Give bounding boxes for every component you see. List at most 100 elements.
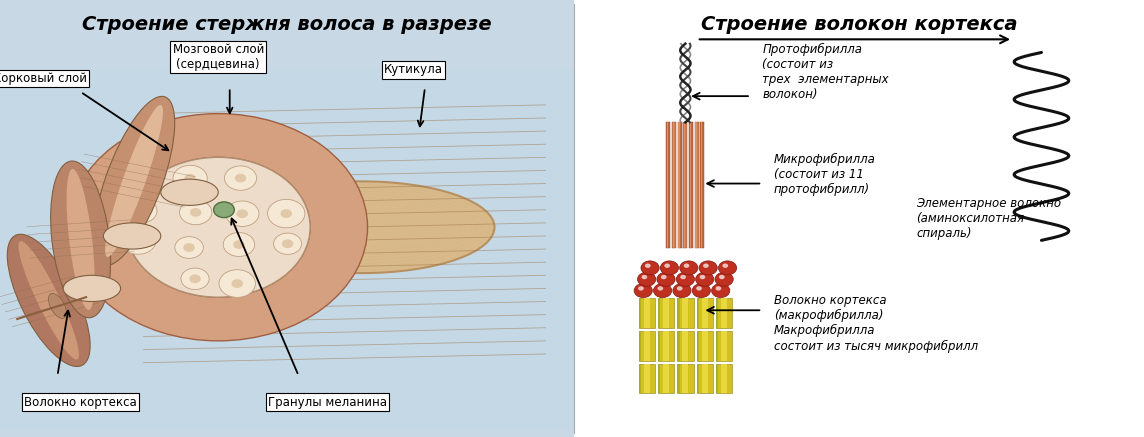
Bar — [721, 331, 728, 361]
Ellipse shape — [161, 179, 219, 205]
Ellipse shape — [7, 234, 90, 367]
Ellipse shape — [66, 169, 95, 310]
Circle shape — [120, 227, 156, 254]
Circle shape — [634, 284, 652, 298]
Text: Мозговой слой
(сердцевина): Мозговой слой (сердцевина) — [173, 43, 264, 71]
Circle shape — [718, 275, 724, 279]
Circle shape — [268, 199, 305, 228]
Circle shape — [715, 272, 733, 286]
Text: Кутикула: Кутикула — [384, 63, 443, 76]
Text: Корковый слой: Корковый слой — [0, 72, 87, 85]
Ellipse shape — [63, 275, 120, 302]
Bar — [677, 331, 680, 361]
Bar — [0, 70, 574, 428]
Bar — [677, 298, 680, 328]
Bar — [677, 364, 693, 393]
Circle shape — [190, 208, 201, 217]
Circle shape — [173, 165, 207, 191]
Circle shape — [704, 264, 709, 268]
Bar — [697, 364, 699, 393]
Circle shape — [189, 274, 201, 283]
Bar — [697, 331, 713, 361]
Bar — [716, 331, 732, 361]
Text: Элементарное волокно
(аминоксилотная
спираль): Элементарное волокно (аминоксилотная спи… — [916, 197, 1062, 240]
Bar — [638, 298, 641, 328]
Circle shape — [641, 261, 659, 275]
Circle shape — [692, 284, 710, 298]
Circle shape — [126, 157, 310, 297]
Bar — [702, 331, 708, 361]
Ellipse shape — [229, 181, 494, 273]
Bar — [696, 122, 697, 248]
Bar — [683, 122, 688, 248]
Text: Волокно кортекса
(макрофибрилла)
Макрофибрилла
состоит из тысяч микрофибрилл: Волокно кортекса (макрофибрилла) Макрофи… — [773, 294, 978, 353]
Circle shape — [126, 199, 157, 223]
Circle shape — [660, 261, 678, 275]
Circle shape — [223, 232, 255, 257]
Text: Строение стержня волоса в разрезе: Строение стержня волоса в разрезе — [82, 14, 492, 34]
Bar — [694, 122, 699, 248]
Bar — [677, 122, 682, 248]
Bar — [697, 364, 713, 393]
Bar — [658, 331, 660, 361]
Circle shape — [697, 286, 702, 291]
Circle shape — [273, 233, 302, 254]
Circle shape — [180, 200, 212, 225]
Ellipse shape — [48, 293, 66, 319]
Bar — [697, 331, 699, 361]
Circle shape — [233, 240, 245, 249]
Circle shape — [684, 264, 690, 268]
Circle shape — [642, 275, 648, 279]
Circle shape — [183, 243, 194, 252]
Circle shape — [658, 286, 664, 291]
Circle shape — [699, 261, 717, 275]
Circle shape — [214, 202, 235, 218]
Circle shape — [280, 209, 292, 218]
Bar — [683, 331, 689, 361]
Bar — [700, 122, 705, 248]
Circle shape — [676, 272, 694, 286]
Circle shape — [716, 286, 721, 291]
Bar — [658, 364, 660, 393]
Bar — [721, 364, 728, 393]
Text: Волокно кортекса: Волокно кортекса — [24, 395, 137, 409]
Bar — [666, 122, 670, 248]
Bar — [683, 298, 689, 328]
Bar — [644, 364, 650, 393]
Text: Микрофибрилла
(состоит из 11
протофибрилл): Микрофибрилла (состоит из 11 протофибрил… — [773, 153, 875, 196]
Circle shape — [235, 174, 246, 183]
Bar — [677, 364, 680, 393]
Circle shape — [665, 264, 670, 268]
Bar — [658, 364, 674, 393]
Circle shape — [661, 275, 667, 279]
Bar — [716, 364, 732, 393]
Bar — [638, 298, 654, 328]
Circle shape — [231, 279, 243, 288]
Bar — [716, 364, 718, 393]
Bar — [697, 298, 699, 328]
Bar — [690, 122, 691, 248]
Bar — [701, 122, 702, 248]
Bar — [677, 298, 693, 328]
Circle shape — [225, 201, 259, 226]
Bar — [678, 122, 680, 248]
Bar — [638, 331, 641, 361]
Circle shape — [281, 239, 293, 248]
Circle shape — [681, 275, 686, 279]
Bar — [644, 298, 650, 328]
Bar — [658, 298, 674, 328]
Circle shape — [133, 236, 144, 245]
Circle shape — [700, 275, 706, 279]
Bar — [716, 298, 732, 328]
Circle shape — [677, 286, 683, 291]
Bar — [638, 331, 654, 361]
Ellipse shape — [103, 223, 161, 249]
Bar — [684, 122, 685, 248]
Bar — [702, 298, 708, 328]
Bar — [683, 364, 689, 393]
Bar — [716, 331, 718, 361]
Circle shape — [680, 261, 698, 275]
Bar — [664, 331, 669, 361]
Bar — [672, 122, 676, 248]
Circle shape — [645, 264, 651, 268]
